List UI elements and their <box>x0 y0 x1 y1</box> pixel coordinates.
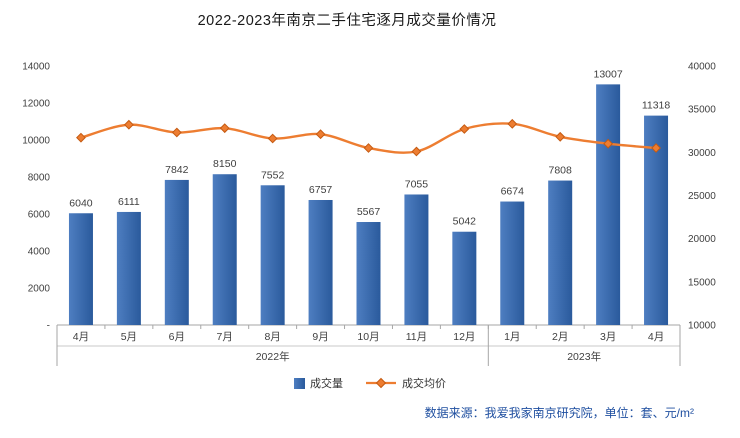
bar-value-label: 6757 <box>309 184 333 196</box>
volume-bar <box>68 213 93 325</box>
bar-swatch-icon <box>294 377 305 389</box>
left-axis-tick-label: - <box>47 321 50 332</box>
left-axis-tick-label: 2000 <box>28 284 51 295</box>
bar-value-label: 7808 <box>549 165 573 177</box>
x-axis-label: 7月 <box>217 331 233 343</box>
legend-price-label: 成交均价 <box>402 378 446 390</box>
x-axis-label: 5月 <box>121 331 137 343</box>
bar-value-label: 6674 <box>501 186 525 198</box>
right-axis-tick-label: 40000 <box>688 62 716 73</box>
x-axis-label: 10月 <box>357 331 379 343</box>
left-axis-tick-label: 14000 <box>22 62 50 73</box>
price-marker <box>603 138 614 149</box>
left-axis-tick-label: 12000 <box>22 99 50 110</box>
price-marker <box>219 123 230 134</box>
volume-bar <box>596 84 621 325</box>
volume-bar <box>260 185 285 325</box>
right-axis-tick-label: 15000 <box>688 277 716 288</box>
x-axis-label: 6月 <box>169 331 185 343</box>
legend-item-volume: 成交量 <box>294 375 343 391</box>
year-group-label: 2022年 <box>256 350 290 363</box>
volume-bar <box>212 174 237 325</box>
legend-item-price: 成交均价 <box>365 375 446 391</box>
bar-value-label: 6040 <box>69 197 93 209</box>
x-axis-label: 4月 <box>73 331 89 343</box>
price-marker <box>411 146 422 157</box>
chart-title: 2022-2023年南京二手住宅逐月成交量价情况 <box>197 13 497 29</box>
volume-bar <box>164 179 189 325</box>
x-axis-label: 11月 <box>406 331 427 343</box>
price-marker <box>123 119 134 130</box>
bar-value-label: 7055 <box>405 178 429 190</box>
x-axis-label: 3月 <box>600 331 616 343</box>
left-axis-tick-label: 6000 <box>28 210 51 221</box>
price-marker <box>267 133 278 144</box>
right-axis-tick-label: 30000 <box>688 148 716 159</box>
right-axis-tick-label: 35000 <box>688 105 716 116</box>
bar-value-label: 8150 <box>213 158 237 170</box>
right-axis-tick-label: 20000 <box>688 234 716 245</box>
bar-value-label: 11318 <box>642 100 671 112</box>
x-axis-label: 8月 <box>264 331 280 343</box>
volume-bar <box>500 201 525 325</box>
bar-value-label: 7842 <box>165 164 189 176</box>
left-axis-tick-label: 10000 <box>22 136 50 147</box>
chart-legend: 成交量 成交均价 <box>0 375 740 391</box>
price-marker <box>555 131 566 142</box>
bar-value-label: 5042 <box>453 216 477 228</box>
left-axis-tick-label: 4000 <box>28 247 51 258</box>
legend-volume-label: 成交量 <box>310 378 343 390</box>
price-marker <box>315 129 326 140</box>
bar-value-label: 5567 <box>357 206 381 218</box>
volume-bar <box>308 199 333 325</box>
volume-bar <box>452 231 477 325</box>
line-swatch-icon <box>366 377 396 389</box>
right-axis-tick-label: 10000 <box>688 321 716 332</box>
price-marker <box>363 143 374 153</box>
price-marker <box>459 124 470 134</box>
price-marker <box>76 132 86 143</box>
bar-value-label: 6111 <box>118 196 140 208</box>
volume-bar <box>116 211 141 325</box>
x-axis-label: 4月 <box>648 331 664 343</box>
price-marker <box>507 118 518 129</box>
data-source-note: 数据来源：我爱我家南京研究院，单位：套、元/m² <box>424 406 694 420</box>
bar-value-label: 7552 <box>261 169 285 181</box>
x-axis-label: 1月 <box>504 331 520 343</box>
volume-bar <box>548 180 573 325</box>
x-axis-label: 2月 <box>552 331 568 343</box>
bar-value-label: 13007 <box>594 68 623 80</box>
x-axis-label: 9月 <box>312 331 328 343</box>
volume-bar <box>356 222 381 325</box>
volume-bar <box>404 194 429 325</box>
left-axis-tick-label: 8000 <box>28 173 51 184</box>
year-group-label: 2023年 <box>567 350 601 363</box>
x-axis-label: 12月 <box>453 331 475 343</box>
right-axis-tick-label: 25000 <box>688 191 716 202</box>
price-marker <box>171 127 182 138</box>
price-marker <box>651 143 661 153</box>
